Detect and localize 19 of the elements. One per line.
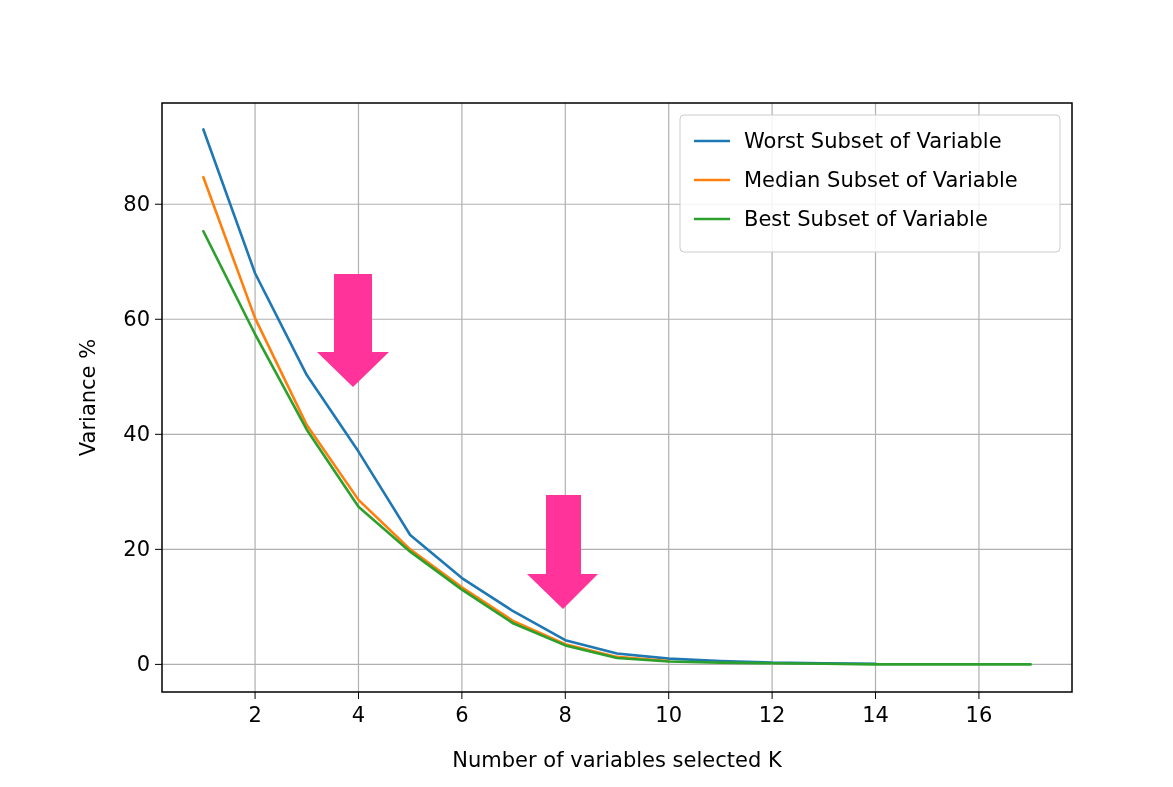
y-tick-label: 0 xyxy=(136,652,150,677)
x-axis-title: Number of variables selected K xyxy=(452,748,783,772)
y-tick-label: 60 xyxy=(123,307,150,332)
x-tick-label: 16 xyxy=(965,703,993,727)
y-axis-title: Variance % xyxy=(76,338,100,457)
x-tick-label: 14 xyxy=(862,703,889,727)
x-tick-label: 4 xyxy=(351,703,366,727)
legend-label: Best Subset of Variable xyxy=(744,207,988,231)
line-series xyxy=(202,229,1032,666)
x-tick-label: 8 xyxy=(558,703,572,727)
x-tick-label: 2 xyxy=(248,703,262,727)
x-tick-label: 6 xyxy=(455,703,469,727)
legend-label: Median Subset of Variable xyxy=(744,168,1018,192)
y-tick-label: 40 xyxy=(123,422,150,447)
y-tick-label: 20 xyxy=(123,537,150,562)
x-tick-label: 10 xyxy=(655,703,683,727)
x-tick-label: 12 xyxy=(758,703,786,727)
legend-label: Worst Subset of Variable xyxy=(744,129,1002,153)
y-tick-label: 80 xyxy=(123,192,150,217)
